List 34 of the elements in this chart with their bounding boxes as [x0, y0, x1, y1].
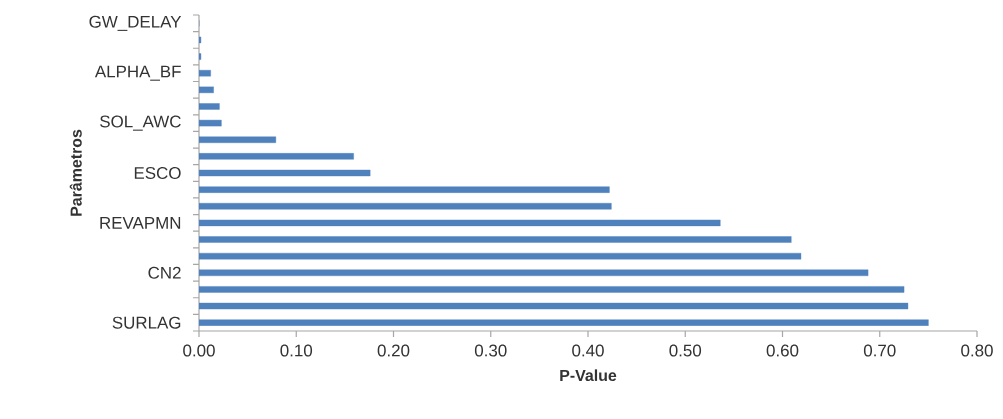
x-tick-label: 0.30 [474, 344, 507, 357]
x-tick-label: 0.20 [377, 344, 410, 357]
bar [199, 219, 721, 227]
x-tick-label: 0.80 [961, 344, 993, 357]
bar [199, 302, 909, 310]
bar [199, 252, 802, 260]
bar [199, 269, 869, 276]
x-tick-label: 0.60 [766, 344, 799, 357]
x-tick-label: 0.40 [572, 344, 604, 357]
y-tick-label: SURLAG [112, 316, 181, 329]
bar [199, 236, 792, 243]
y-tick-label: ALPHA_BF [94, 65, 181, 81]
y-tick-label: GW_DELAY [89, 15, 182, 31]
bar [199, 319, 929, 326]
bar [199, 153, 354, 160]
bar [199, 169, 371, 177]
x-tick-label: 0.00 [183, 344, 215, 357]
y-tick-label: REVAPMN [100, 217, 181, 229]
y-tick-label: CN2 [148, 266, 181, 279]
bar [199, 86, 214, 94]
bar [199, 70, 211, 77]
x-tick-label: 0.70 [863, 344, 896, 357]
y-tick-label: SOL_AWC [100, 115, 181, 131]
bar [199, 119, 222, 127]
x-tick-label: 0.10 [280, 344, 313, 357]
y-tick-label: ESCO [134, 167, 181, 179]
x-axis-title: P-Value [560, 369, 617, 382]
bar [199, 186, 610, 193]
y-axis-title: Parâmetros [69, 129, 82, 216]
bar [199, 136, 277, 143]
bar [199, 286, 905, 293]
x-tick-label: 0.50 [669, 344, 702, 357]
bar [199, 203, 612, 210]
bar [199, 103, 220, 110]
